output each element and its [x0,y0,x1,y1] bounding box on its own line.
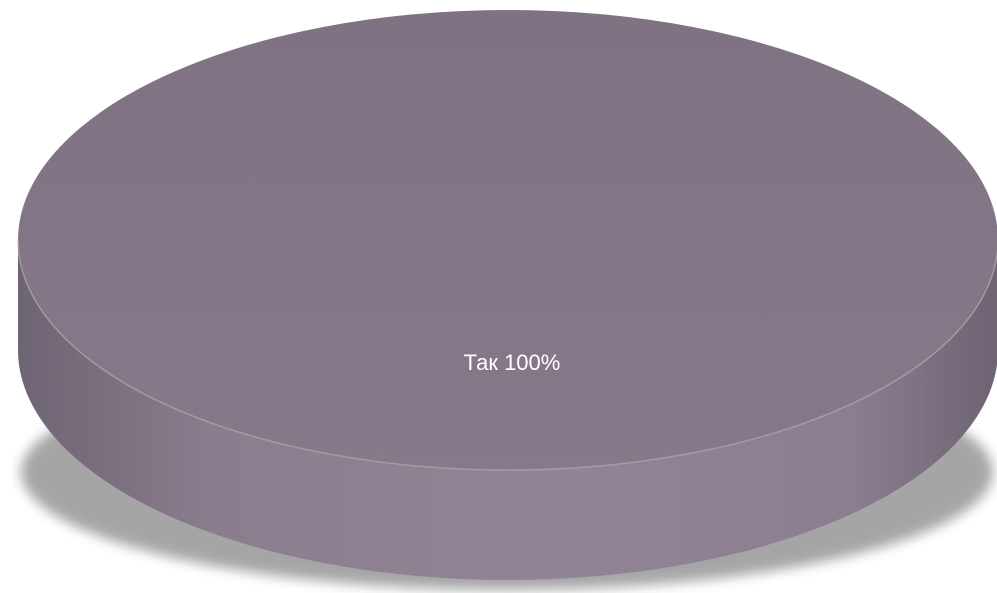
pie-slice-top[interactable] [18,10,997,470]
slice-label: Так 100% [464,350,561,375]
pie-slice-side[interactable] [18,240,997,580]
pie-slice-rim [17,239,997,471]
